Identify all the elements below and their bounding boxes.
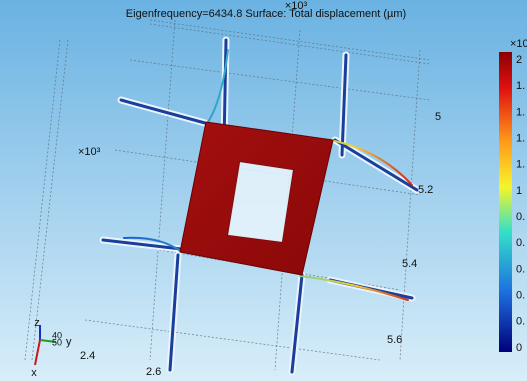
axis-label: 5.6 — [387, 334, 402, 346]
colorbar-label: 1 — [516, 185, 522, 197]
colorbar-label: 0. — [516, 316, 525, 328]
axis-label: 5.2 — [418, 184, 433, 196]
axis-label: 5.4 — [402, 258, 417, 270]
colorbar-label: 0. — [516, 263, 525, 275]
title: Eigenfrequency=6434.8 Surface: Total dis… — [126, 8, 406, 20]
colorbar-label: 1. — [516, 80, 525, 92]
colorbar-label: 0. — [516, 211, 525, 223]
colorbar-label: 2 — [516, 54, 522, 66]
colorbar-label: 0. — [516, 290, 525, 302]
triad-label: 50 — [52, 337, 62, 347]
triad-label: z — [34, 317, 40, 329]
colorbar-exponent: ×10 — [510, 38, 527, 50]
triad-label: x — [31, 367, 37, 379]
axis-label: 5 — [435, 111, 441, 123]
screenshot: Eigenfrequency=6434.8 Surface: Total dis… — [0, 0, 527, 381]
exponent-label: ×10³ — [78, 146, 101, 158]
exponent-label: ×10³ — [285, 0, 308, 12]
colorbar-label: 0. — [516, 237, 525, 249]
axis-label: 2.6 — [146, 366, 161, 378]
colorbar-label: 1. — [516, 159, 525, 171]
colorbar — [499, 52, 512, 352]
triad-label: y — [66, 336, 72, 348]
colorbar-label: 0 — [516, 342, 522, 354]
colorbar-label: 1. — [516, 106, 525, 118]
axis-label: 2.4 — [80, 350, 95, 362]
colorbar-label: 1. — [516, 132, 525, 144]
